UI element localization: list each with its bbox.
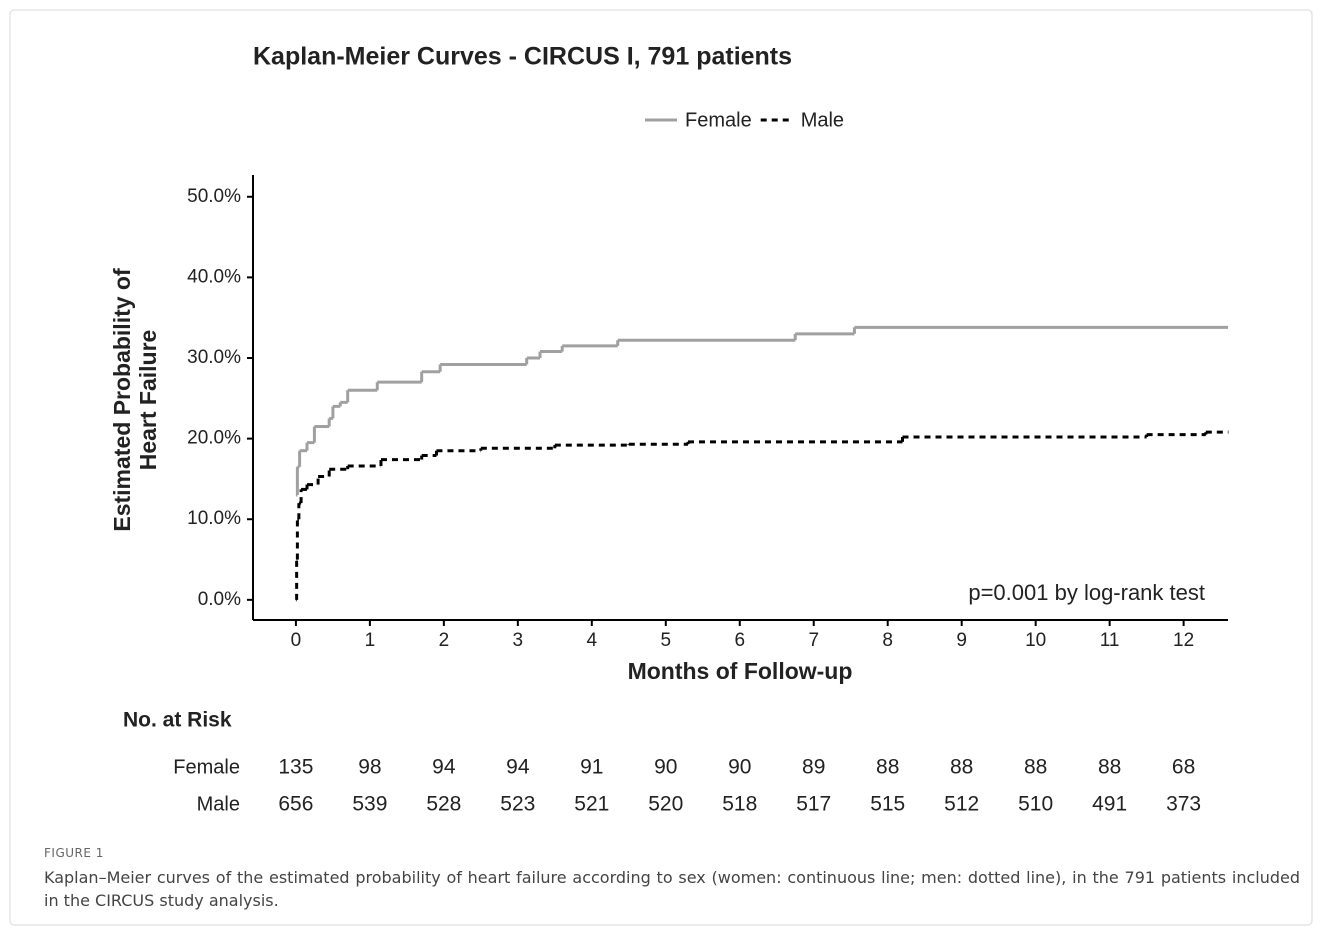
x-tick-label: 6 xyxy=(734,630,745,651)
risk-count: 373 xyxy=(1166,793,1201,816)
y-tick-label: 30.0% xyxy=(187,347,241,368)
risk-count: 520 xyxy=(648,793,683,816)
risk-count: 656 xyxy=(278,793,313,816)
risk-count: 515 xyxy=(870,793,905,816)
risk-count: 491 xyxy=(1092,793,1127,816)
risk-count: 510 xyxy=(1018,793,1053,816)
risk-count: 517 xyxy=(796,793,831,816)
x-tick-label: 3 xyxy=(513,630,524,651)
chart-title: Kaplan-Meier Curves - CIRCUS I, 791 pati… xyxy=(253,43,792,71)
caption-text: Kaplan–Meier curves of the estimated pro… xyxy=(44,868,1300,910)
y-tick-label: 0.0% xyxy=(198,589,241,610)
x-tick-label: 9 xyxy=(956,630,967,651)
risk-count: 135 xyxy=(278,756,313,779)
x-tick-label: 0 xyxy=(291,630,302,651)
x-axis-label: Months of Follow-up xyxy=(628,658,853,684)
frame xyxy=(9,9,1313,926)
x-tick-label: 8 xyxy=(882,630,893,651)
risk-count: 94 xyxy=(432,756,456,779)
annotation: p=0.001 by log-rank test xyxy=(968,580,1205,605)
risk-row-label: Male xyxy=(197,793,240,815)
legend-label: Female xyxy=(685,109,752,131)
risk-count: 89 xyxy=(802,756,825,779)
x-tick-label: 7 xyxy=(808,630,819,651)
risk-count: 94 xyxy=(506,756,530,779)
x-tick-label: 4 xyxy=(587,630,598,651)
x-tick-label: 2 xyxy=(439,630,450,651)
y-tick-label: 20.0% xyxy=(187,428,241,449)
x-tick-label: 11 xyxy=(1100,630,1120,651)
y-axis-label: Heart Failure xyxy=(135,330,161,471)
risk-count: 68 xyxy=(1172,756,1195,779)
y-axis-label: Estimated Probability of xyxy=(109,268,135,532)
caption: FIGURE 1 Kaplan–Meier curves of the esti… xyxy=(44,846,1300,912)
x-tick-label: 5 xyxy=(660,630,671,651)
risk-count: 98 xyxy=(358,756,381,779)
x-tick-label: 1 xyxy=(365,630,376,651)
risk-count: 521 xyxy=(574,793,609,816)
risk-count: 528 xyxy=(426,793,461,816)
legend-label: Male xyxy=(801,109,844,131)
risk-count: 91 xyxy=(580,756,603,779)
risk-count: 88 xyxy=(876,756,899,779)
risk-count: 88 xyxy=(950,756,973,779)
risk-row-label: Female xyxy=(173,756,240,778)
caption-label: FIGURE 1 xyxy=(44,846,104,860)
risk-title: No. at Risk xyxy=(123,709,232,732)
risk-count: 88 xyxy=(1024,756,1047,779)
y-tick-label: 50.0% xyxy=(187,186,241,207)
risk-count: 523 xyxy=(500,793,535,816)
risk-count: 90 xyxy=(728,756,751,779)
risk-count: 518 xyxy=(722,793,757,816)
x-tick-label: 12 xyxy=(1173,630,1194,651)
y-tick-label: 40.0% xyxy=(187,266,241,287)
risk-count: 512 xyxy=(944,793,979,816)
risk-count: 88 xyxy=(1098,756,1121,779)
y-tick-label: 10.0% xyxy=(187,508,241,529)
risk-count: 539 xyxy=(352,793,387,816)
risk-count: 90 xyxy=(654,756,677,779)
x-tick-label: 10 xyxy=(1025,630,1046,651)
